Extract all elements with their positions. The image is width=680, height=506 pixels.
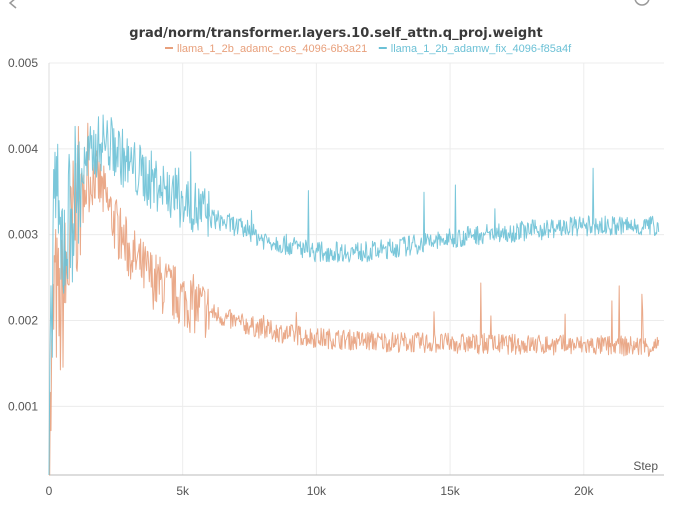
chevron-icon[interactable] [8, 0, 17, 9]
x-axis-label: Step [633, 459, 658, 473]
series-line [49, 122, 660, 476]
x-tick-label: 10k [307, 484, 327, 498]
series-group [48, 114, 660, 476]
grid [48, 62, 664, 475]
legend: llama_1_2b_adamc_cos_4096-6b3a21 llama_1_… [165, 43, 572, 55]
series-line [48, 114, 660, 476]
corner-icons [8, 0, 650, 9]
gear-icon[interactable] [634, 0, 650, 6]
y-tick-label: 0.002 [8, 314, 38, 328]
legend-entry: llama_1_2b_adamw_fix_4096-f85a4f [391, 43, 572, 55]
legend-entry: llama_1_2b_adamc_cos_4096-6b3a21 [177, 43, 367, 55]
chart-title: grad/norm/transformer.layers.10.self_att… [129, 26, 542, 41]
y-tick-label: 0.001 [8, 399, 38, 413]
axes [48, 63, 664, 476]
y-tick-label: 0.003 [8, 228, 38, 242]
y-tick-label: 0.005 [8, 56, 38, 70]
x-tick-label: 20k [574, 484, 594, 498]
tick-labels: 0.001 0.002 0.003 0.004 0.005 0 5k 10k 15k 20k [8, 56, 594, 498]
x-tick-label: 0 [46, 484, 53, 498]
x-tick-label: 15k [440, 484, 460, 498]
x-tick-label: 5k [176, 484, 190, 498]
y-tick-label: 0.004 [8, 142, 38, 156]
